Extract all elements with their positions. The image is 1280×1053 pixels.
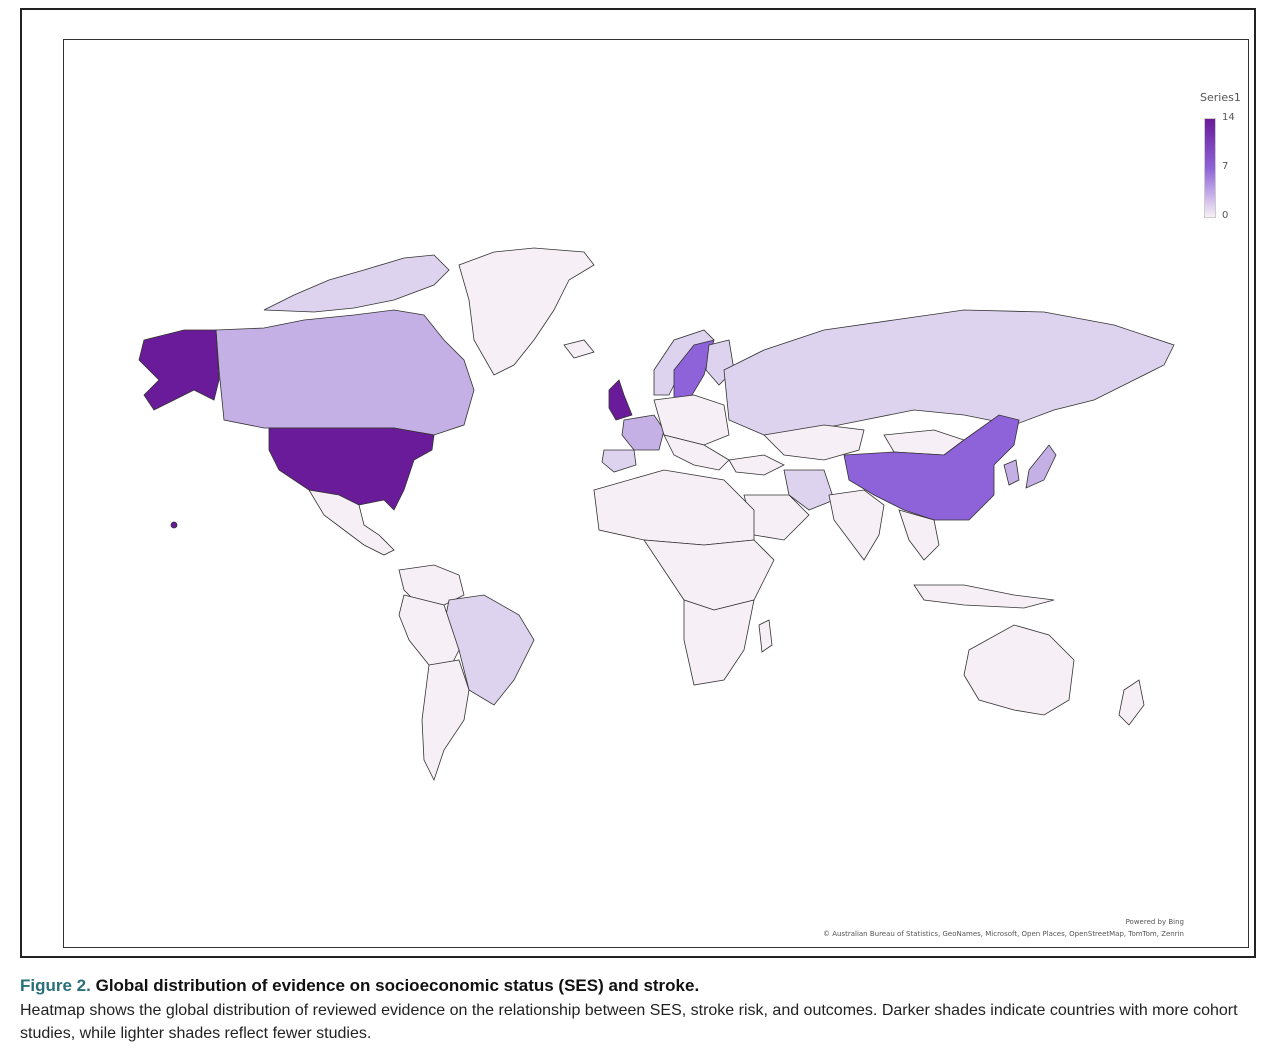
country-madagascar	[758, 619, 773, 653]
country-china	[843, 414, 1020, 521]
figure-frame: Series1 14 7 0 Powered by Bing © Austral…	[20, 8, 1256, 958]
country-france	[621, 414, 665, 451]
legend-title: Series1	[1200, 91, 1241, 104]
country-se-asia	[898, 509, 940, 561]
country-greenland	[458, 247, 595, 376]
figure-caption: Figure 2. Global distribution of evidenc…	[20, 975, 1260, 1045]
legend-max-label: 14	[1222, 112, 1235, 123]
figure-label: Figure 2.	[20, 976, 91, 995]
country-mexico	[308, 489, 395, 556]
country-canada-islands	[263, 254, 450, 313]
country-japan	[1025, 444, 1057, 489]
map-attribution: © Australian Bureau of Statistics, GeoNa…	[822, 930, 1184, 938]
country-uk	[608, 379, 633, 421]
caption-title: Global distribution of evidence on socio…	[95, 976, 700, 995]
country-africa-south	[683, 599, 755, 686]
country-iran	[783, 469, 835, 511]
legend-color-scale	[1204, 118, 1216, 218]
country-indonesia	[913, 584, 1055, 609]
legend-mid-label: 7	[1222, 161, 1229, 172]
world-map	[138, 247, 1175, 782]
country-kazakhstan	[763, 424, 865, 461]
country-korea	[1003, 459, 1020, 486]
territory-hawaii	[170, 521, 178, 529]
country-africa-north	[593, 469, 755, 546]
caption-heading: Figure 2. Global distribution of evidenc…	[20, 975, 1260, 997]
country-iceland	[563, 339, 595, 359]
country-canada	[215, 309, 475, 436]
legend-min-label: 0	[1222, 210, 1229, 221]
country-spain	[601, 449, 637, 473]
country-usa-alaska	[138, 329, 220, 411]
country-australia	[963, 624, 1075, 716]
country-usa	[268, 427, 435, 511]
country-turkey	[728, 454, 785, 476]
country-russia	[723, 309, 1175, 436]
country-italy-balkans	[663, 434, 730, 471]
country-new-zealand	[1118, 679, 1145, 726]
map-panel: Series1 14 7 0 Powered by Bing © Austral…	[63, 39, 1249, 948]
powered-by-label: Powered by Bing	[1125, 918, 1184, 926]
country-india	[828, 489, 885, 561]
caption-body: Heatmap shows the global distribution of…	[20, 1002, 1238, 1042]
country-argentina-chile	[421, 659, 470, 782]
